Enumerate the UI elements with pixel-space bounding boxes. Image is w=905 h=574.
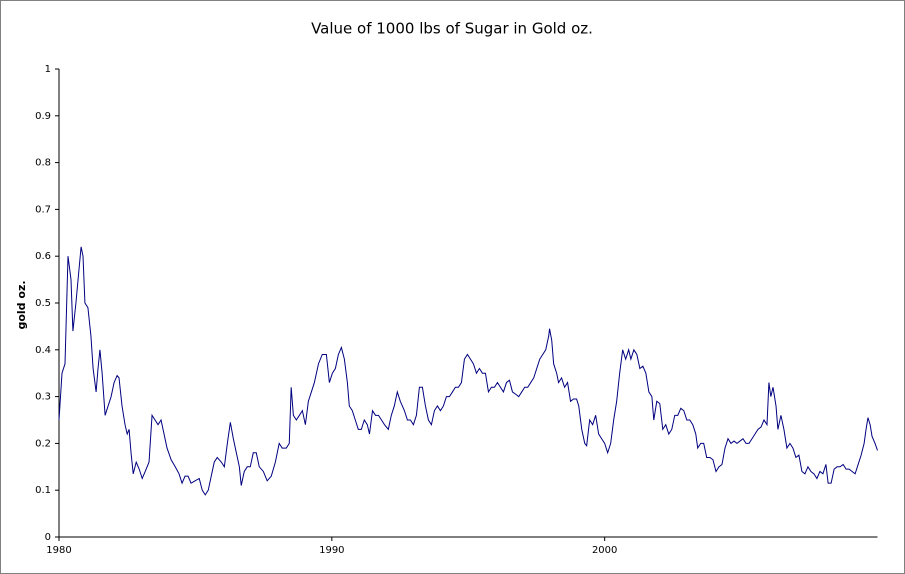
y-tick-label: 0.4: [35, 345, 51, 356]
y-tick-label: 0.7: [35, 204, 51, 215]
x-tick-label: 1990: [319, 545, 344, 556]
chart-title: Value of 1000 lbs of Sugar in Gold oz.: [311, 20, 593, 38]
y-tick-label: 0.5: [35, 298, 51, 309]
y-tick-label: 0.6: [35, 251, 51, 262]
y-tick-label: 0.1: [35, 485, 51, 496]
x-tick-label: 2000: [592, 545, 617, 556]
y-tick-label: 0.9: [35, 111, 51, 122]
y-axis-label: gold oz.: [15, 280, 28, 329]
y-tick-label: 0.3: [35, 392, 51, 403]
y-tick-label: 1: [45, 64, 51, 75]
data-line: [58, 246, 878, 496]
x-tick-label: 1980: [46, 545, 71, 556]
y-tick-label: 0.2: [35, 438, 51, 449]
y-tick-label: 0.8: [35, 158, 51, 169]
y-tick-label: 0: [45, 532, 51, 543]
